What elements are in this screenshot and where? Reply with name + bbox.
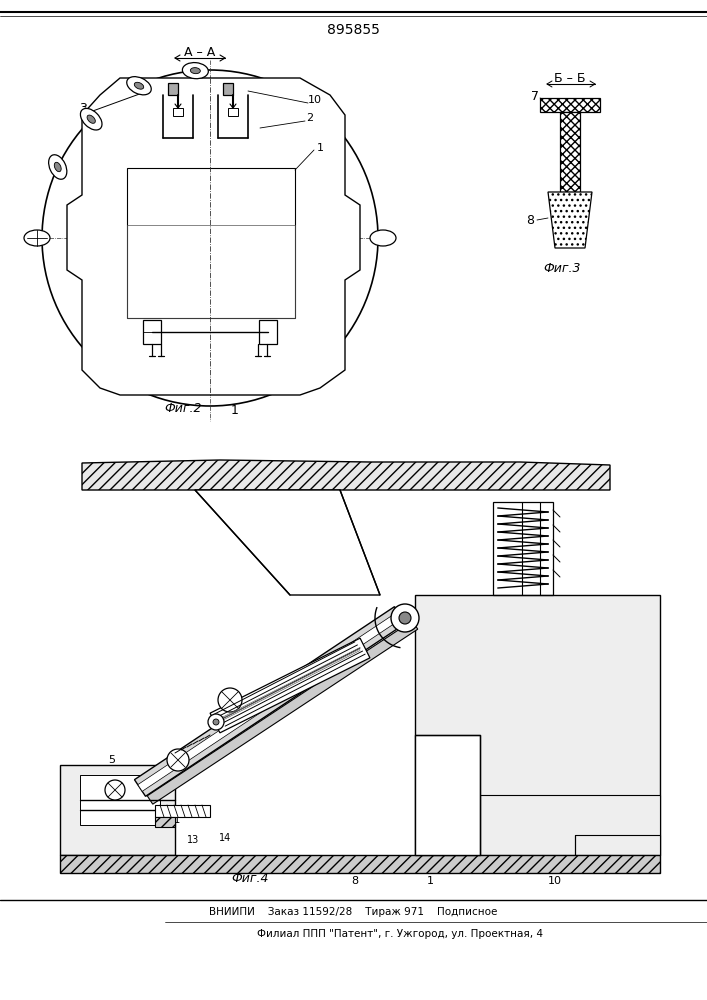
Bar <box>168 83 178 95</box>
Polygon shape <box>138 612 402 791</box>
Text: 8: 8 <box>351 876 358 886</box>
Text: 10: 10 <box>548 876 562 886</box>
Bar <box>80 775 160 825</box>
Ellipse shape <box>81 108 102 130</box>
Bar <box>127 168 295 318</box>
Polygon shape <box>82 460 610 490</box>
Bar <box>493 502 553 595</box>
Bar <box>127 225 295 318</box>
Bar <box>155 817 175 827</box>
Circle shape <box>167 749 189 771</box>
Text: 8: 8 <box>526 214 534 227</box>
Circle shape <box>218 688 242 712</box>
Ellipse shape <box>370 230 396 246</box>
Bar <box>415 595 660 855</box>
Text: Фиг.2: Фиг.2 <box>164 401 201 414</box>
Text: Фиг.4: Фиг.4 <box>231 871 269 884</box>
Ellipse shape <box>182 63 209 79</box>
Text: Филиал ППП "Патент", г. Ужгород, ул. Проектная, 4: Филиал ППП "Патент", г. Ужгород, ул. Про… <box>257 929 543 939</box>
Ellipse shape <box>54 162 62 172</box>
Text: А – А: А – А <box>185 45 216 58</box>
Polygon shape <box>215 490 360 595</box>
Circle shape <box>399 612 411 624</box>
Circle shape <box>391 604 419 632</box>
Text: 1: 1 <box>359 655 365 665</box>
Polygon shape <box>560 112 580 192</box>
Text: 13: 13 <box>284 685 296 695</box>
Text: 8: 8 <box>357 640 363 650</box>
Bar <box>155 805 210 817</box>
Polygon shape <box>134 607 406 796</box>
Text: 10: 10 <box>267 695 279 705</box>
Text: 895855: 895855 <box>327 23 380 37</box>
Bar <box>480 795 660 855</box>
Text: 1: 1 <box>317 143 324 153</box>
Circle shape <box>208 714 224 730</box>
Text: 13: 13 <box>187 835 199 845</box>
Polygon shape <box>540 98 600 112</box>
Bar <box>173 108 183 116</box>
Text: Фиг.3: Фиг.3 <box>543 261 580 274</box>
Ellipse shape <box>134 82 144 89</box>
Polygon shape <box>210 638 370 733</box>
Bar <box>223 83 233 95</box>
Ellipse shape <box>87 115 95 123</box>
Text: 11: 11 <box>169 815 181 825</box>
Bar <box>415 735 480 855</box>
Ellipse shape <box>127 77 151 95</box>
Text: 12: 12 <box>254 710 267 720</box>
Text: 1: 1 <box>231 404 239 418</box>
Circle shape <box>213 719 219 725</box>
Text: Б – Б: Б – Б <box>554 72 586 85</box>
Ellipse shape <box>190 68 200 74</box>
Circle shape <box>105 780 125 800</box>
Text: 14: 14 <box>219 833 231 843</box>
Bar <box>143 320 161 344</box>
Circle shape <box>42 70 378 406</box>
Text: 1: 1 <box>426 876 433 886</box>
Bar <box>228 108 238 116</box>
Polygon shape <box>147 621 418 804</box>
Text: ВНИИПИ    Заказ 11592/28    Тираж 971    Подписное: ВНИИПИ Заказ 11592/28 Тираж 971 Подписно… <box>209 907 497 917</box>
Ellipse shape <box>49 155 67 179</box>
Text: 2: 2 <box>306 113 314 123</box>
Text: 3: 3 <box>79 102 87 114</box>
Bar <box>60 855 660 873</box>
Polygon shape <box>548 192 592 248</box>
Text: 7: 7 <box>531 90 539 103</box>
Bar <box>259 320 277 344</box>
Ellipse shape <box>24 230 50 246</box>
Bar <box>60 765 175 855</box>
Bar <box>575 835 660 855</box>
Text: 5: 5 <box>108 755 115 765</box>
Text: 10: 10 <box>308 95 322 105</box>
Polygon shape <box>67 78 360 395</box>
Polygon shape <box>195 490 380 595</box>
